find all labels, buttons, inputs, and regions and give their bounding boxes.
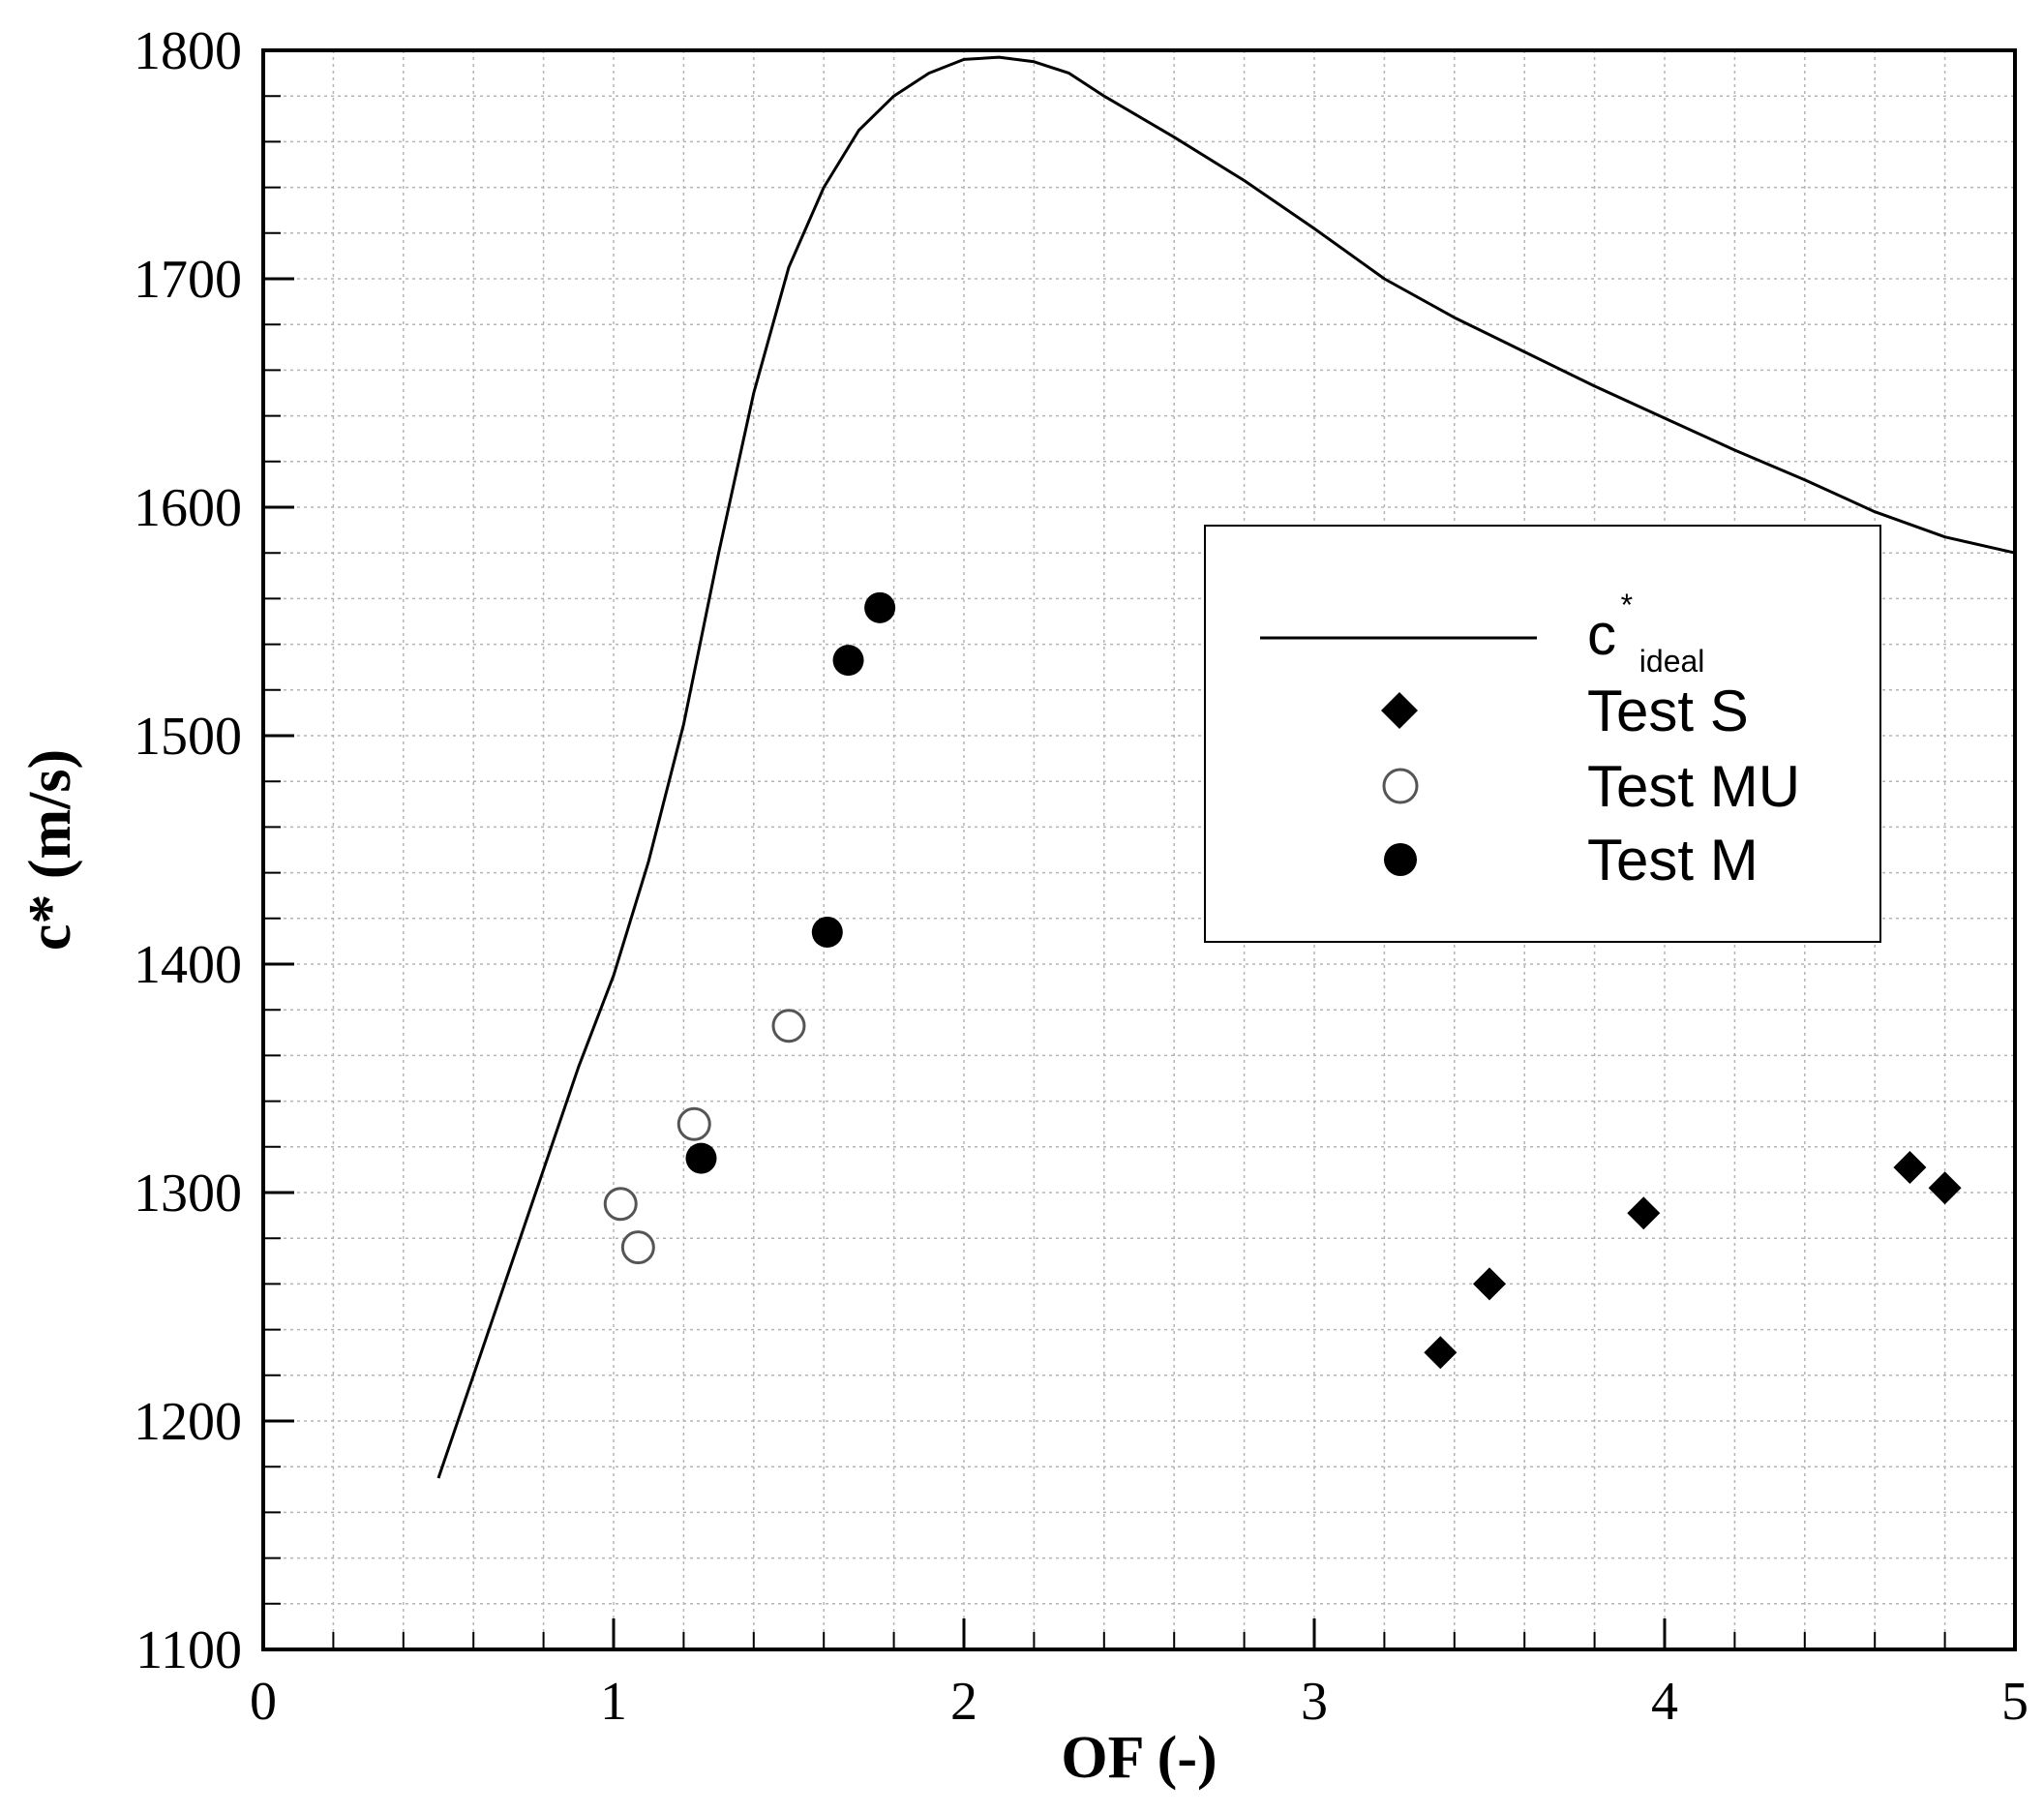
test-m-point bbox=[811, 916, 843, 948]
legend: c * ideal Test S Test MU Test M bbox=[1204, 525, 1881, 943]
test-mu-point bbox=[676, 1106, 711, 1141]
test-mu-point bbox=[771, 1009, 806, 1043]
x-tick-label: 4 bbox=[1651, 1672, 1678, 1732]
test-m-point bbox=[832, 645, 864, 677]
test-s-point bbox=[1424, 1336, 1458, 1370]
ideal-curve-layer bbox=[436, 55, 2016, 1479]
y-tick-label: 1100 bbox=[135, 1620, 242, 1680]
x-tick-label: 0 bbox=[250, 1672, 277, 1732]
legend-swatch-open-circle bbox=[1382, 768, 1419, 804]
legend-label-test-s: Test S bbox=[1587, 679, 1749, 743]
legend-swatch-filled-circle bbox=[1384, 843, 1417, 876]
legend-ideal-sub: ideal bbox=[1639, 644, 1705, 679]
x-tick-label: 5 bbox=[2001, 1672, 2029, 1732]
data-points bbox=[603, 591, 1962, 1370]
legend-label-test-mu: Test MU bbox=[1587, 754, 1800, 819]
test-mu-point bbox=[603, 1187, 638, 1222]
y-tick-label: 1400 bbox=[134, 935, 242, 995]
test-mu-point bbox=[620, 1230, 655, 1265]
tick-labels: 0 1 2 3 4 5 1100 1200 1300 1400 1500 1600 1700 1800 bbox=[134, 21, 2029, 1732]
legend-ideal-sup: * bbox=[1621, 588, 1633, 622]
ideal-curve bbox=[436, 55, 2016, 1479]
x-tick-label: 1 bbox=[600, 1672, 627, 1732]
plot-frame bbox=[261, 48, 2017, 1651]
test-s-point bbox=[1893, 1151, 1927, 1185]
legend-box bbox=[1204, 525, 1881, 943]
y-tick-label: 1300 bbox=[134, 1164, 242, 1224]
legend-label-test-m: Test M bbox=[1587, 828, 1758, 892]
y-tick-label: 1200 bbox=[134, 1392, 242, 1452]
legend-ideal-main: c bbox=[1587, 602, 1616, 667]
test-m-point bbox=[864, 591, 896, 623]
x-axis-title: OF (-) bbox=[1061, 1725, 1217, 1791]
test-s-point bbox=[1627, 1196, 1661, 1230]
legend-swatch-diamond bbox=[1381, 692, 1418, 729]
x-tick-label: 3 bbox=[1301, 1672, 1328, 1732]
axis-ticks bbox=[261, 48, 2017, 1651]
legend-label-ideal: c * ideal bbox=[1587, 563, 1704, 679]
test-m-point bbox=[685, 1142, 717, 1174]
y-tick-label: 1800 bbox=[134, 21, 242, 81]
test-s-point bbox=[1473, 1267, 1506, 1301]
y-tick-label: 1500 bbox=[134, 707, 242, 767]
y-tick-label: 1600 bbox=[134, 478, 242, 538]
y-axis-title: c* (m/s) bbox=[17, 749, 83, 951]
y-tick-label: 1700 bbox=[134, 250, 242, 310]
x-tick-label: 2 bbox=[950, 1672, 977, 1732]
test-s-point bbox=[1928, 1171, 1962, 1205]
